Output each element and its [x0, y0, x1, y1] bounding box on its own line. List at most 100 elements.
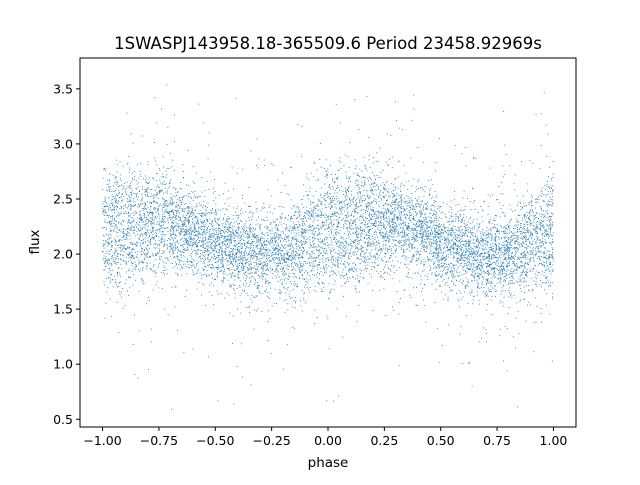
- data-point: [422, 236, 424, 238]
- data-point: [253, 261, 255, 263]
- data-point: [167, 192, 168, 194]
- data-point: [358, 188, 360, 190]
- data-point: [173, 211, 174, 213]
- data-point: [406, 207, 408, 209]
- data-point: [500, 182, 502, 184]
- data-point: [255, 263, 257, 265]
- data-point: [334, 198, 336, 199]
- data-point: [237, 250, 239, 252]
- data-point: [537, 250, 539, 252]
- data-point: [480, 252, 482, 254]
- data-point: [145, 219, 147, 221]
- data-point: [432, 196, 434, 198]
- data-point: [188, 210, 190, 212]
- data-point: [528, 230, 530, 232]
- data-point: [322, 255, 324, 257]
- data-point: [325, 200, 326, 202]
- data-point: [230, 248, 232, 250]
- data-point: [331, 228, 333, 230]
- data-point: [458, 239, 460, 241]
- data-point: [247, 241, 249, 243]
- data-point: [200, 204, 202, 206]
- data-point: [547, 133, 549, 135]
- data-point: [322, 208, 324, 210]
- data-point: [381, 211, 383, 213]
- data-point: [387, 164, 389, 165]
- data-point: [236, 172, 238, 174]
- data-point: [164, 205, 165, 207]
- data-point: [394, 233, 396, 234]
- data-point: [331, 242, 333, 243]
- data-point: [473, 251, 475, 253]
- data-point: [297, 245, 299, 247]
- data-point: [511, 236, 513, 238]
- data-point: [325, 215, 327, 217]
- data-point: [421, 238, 423, 240]
- data-point: [102, 259, 104, 261]
- data-point: [271, 228, 273, 230]
- data-point: [174, 205, 176, 207]
- data-point: [178, 212, 180, 214]
- data-point: [373, 242, 375, 244]
- data-point: [258, 253, 260, 255]
- data-point: [253, 256, 255, 258]
- data-point: [150, 239, 152, 241]
- data-point: [267, 280, 269, 282]
- data-point: [144, 194, 146, 196]
- data-point: [298, 257, 300, 259]
- data-point: [551, 212, 553, 214]
- data-point: [213, 187, 214, 189]
- data-point: [336, 234, 338, 236]
- data-point: [552, 257, 554, 259]
- data-point: [450, 234, 452, 236]
- data-point: [515, 247, 517, 248]
- data-point: [473, 232, 475, 234]
- data-point: [259, 258, 261, 260]
- data-point: [371, 182, 373, 184]
- data-point: [187, 260, 189, 262]
- data-point: [528, 218, 530, 220]
- data-point: [131, 180, 133, 182]
- data-point: [347, 190, 349, 192]
- data-point: [545, 276, 547, 278]
- data-point: [133, 215, 135, 216]
- data-point: [330, 215, 332, 217]
- data-point: [174, 242, 176, 244]
- data-point: [513, 235, 515, 237]
- data-point: [182, 199, 184, 201]
- data-point: [362, 213, 364, 215]
- data-point: [541, 234, 543, 236]
- data-point: [354, 211, 355, 213]
- data-point: [284, 278, 286, 280]
- data-point: [352, 232, 354, 234]
- data-point: [297, 227, 299, 229]
- data-point: [514, 265, 515, 266]
- data-point: [489, 167, 491, 169]
- data-point: [284, 234, 286, 236]
- data-point: [222, 279, 224, 281]
- data-point: [132, 258, 134, 260]
- data-point: [316, 316, 318, 318]
- data-point: [341, 275, 343, 276]
- data-point: [134, 171, 135, 173]
- data-point: [539, 239, 541, 241]
- data-point: [165, 209, 167, 211]
- data-point: [158, 168, 160, 170]
- data-point: [294, 227, 295, 229]
- data-point: [168, 212, 170, 214]
- data-point: [326, 315, 328, 317]
- data-point: [109, 180, 110, 182]
- data-point: [395, 226, 397, 228]
- data-point: [323, 267, 325, 269]
- data-point: [229, 240, 231, 242]
- data-point: [215, 203, 217, 205]
- data-point: [527, 257, 529, 259]
- data-point: [190, 264, 192, 266]
- data-point: [300, 265, 301, 267]
- data-point: [443, 298, 445, 300]
- data-point: [507, 251, 509, 253]
- data-point: [163, 176, 165, 178]
- data-point: [360, 209, 362, 211]
- data-point: [436, 227, 438, 229]
- data-point: [443, 226, 445, 228]
